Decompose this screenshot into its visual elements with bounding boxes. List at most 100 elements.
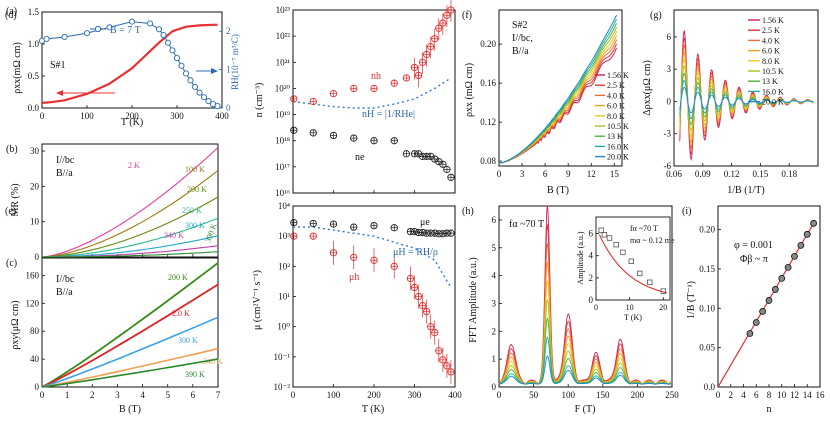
y-tick-label: 1.5 <box>28 7 40 17</box>
rho-xy-curve-label: 2.0 K <box>172 309 190 318</box>
y-axis-label: ρxx (mΩ cm) <box>464 63 475 117</box>
panel-f-note2: I//bc, <box>512 33 533 44</box>
legend-label: 8.0 K <box>607 112 625 121</box>
x-axis-label: n <box>767 404 772 415</box>
y-axis-label: n (cm⁻³) <box>254 83 265 118</box>
legend-label: 2.5 K <box>762 26 780 35</box>
landau-marker <box>810 219 818 227</box>
y-tick-label: 0.0 <box>704 382 716 392</box>
rho-xy-curve-label: 200 K <box>168 273 188 282</box>
y-tick-label: 0.0 <box>28 103 40 113</box>
y-tick-label: 160 <box>26 270 40 280</box>
landau-marker <box>765 297 773 304</box>
x-axis-label: T (K) <box>121 117 143 128</box>
rh-marker <box>83 30 91 37</box>
inset-marker <box>637 270 643 277</box>
y-tick-label: 5 <box>492 243 497 253</box>
x-axis-label: B (T) <box>547 185 569 196</box>
y-tick-label: 1.0 <box>28 39 40 49</box>
x-tick-label: 150 <box>596 390 610 400</box>
legend-label: 1.56 K <box>607 71 629 80</box>
inset-marker <box>647 279 653 285</box>
y-tick-label: 10⁰ <box>277 322 290 332</box>
x-tick-label: 0 <box>497 390 502 400</box>
y-tick-label: 10²⁰ <box>275 83 291 93</box>
legend-label: 1.56 K <box>762 16 784 25</box>
y-tick-label: 6 <box>667 32 672 42</box>
mr-curve-2 <box>41 196 219 258</box>
panel-f-frame <box>498 9 623 167</box>
x-tick-label: 3 <box>115 390 120 400</box>
fft-curve-7 <box>498 335 673 385</box>
x-tick-label: 200 <box>367 390 381 400</box>
nh-label: nh <box>371 71 381 82</box>
y-axis-label: Δρxx(μΩ cm) <box>642 60 653 116</box>
y-tick-label: 6 <box>492 215 497 225</box>
x-tick-label: 0 <box>291 390 296 400</box>
y-tick-label: 120 <box>26 298 40 308</box>
y-tick-label: 10 <box>30 217 40 227</box>
landau-marker <box>803 230 811 238</box>
x-axis-label: 1/B (1/T) <box>727 185 765 196</box>
y-tick-label: 80 <box>30 326 40 336</box>
rh-marker <box>187 77 194 84</box>
mr-curve-label: 390 K <box>203 222 218 244</box>
rho-xy-curve-label: 390 K <box>185 370 205 379</box>
panel-b-label: (b) <box>6 144 18 155</box>
y-tick-label: 10¹⁹ <box>275 110 290 120</box>
panel-b-note1: I//bc <box>56 155 75 166</box>
rh-marker <box>182 70 190 77</box>
panel-c-note2: B//a <box>56 287 73 298</box>
x-tick-label: 2 <box>90 390 95 400</box>
rh-marker <box>178 62 185 69</box>
rh-marker <box>106 24 113 31</box>
mr-curve-label: 250 K <box>182 206 202 215</box>
x-tick-label: 400 <box>448 390 462 400</box>
panel-f-note1: S#2 <box>512 20 528 31</box>
y-tick-label: 2 <box>492 326 497 336</box>
y-axis-label: 1/B (T⁻¹) <box>686 281 697 319</box>
rho-xy-curve-3 <box>41 347 219 388</box>
y-tick-label: 0.15 <box>699 264 715 274</box>
inset-x-tick-label: 0 <box>594 303 598 312</box>
mr-curve-3 <box>41 217 219 258</box>
landau-marker <box>778 274 786 282</box>
x-tick-label: 0.09 <box>695 169 711 179</box>
y-tick-label: 3 <box>492 298 497 308</box>
legend-label: 4.0 K <box>762 36 780 45</box>
x-tick-label: 9 <box>566 169 571 179</box>
rh-marker <box>160 31 167 39</box>
fit-line <box>717 222 815 388</box>
mr-curve-6 <box>42 251 219 258</box>
inset-marker <box>660 288 666 294</box>
x-tick-label: 50 <box>529 390 539 400</box>
panel-e-label: (e) <box>5 206 16 217</box>
x-tick-label: 1 <box>65 390 70 400</box>
rho-xy-curve-0 <box>41 262 219 388</box>
y-tick-label: 3 <box>667 64 672 74</box>
fft-curve-6 <box>498 316 673 385</box>
x-tick-label: 12 <box>587 169 596 179</box>
y-tick-label: 10¹⁸ <box>275 136 290 146</box>
sample-label: S#1 <box>50 60 66 71</box>
y-tick-label: 0 <box>589 295 594 305</box>
legend-label: B = 7 T <box>110 25 141 36</box>
fft-curve-5 <box>498 299 673 385</box>
x-tick-label: 14 <box>803 390 813 400</box>
x-tick-label: 300 <box>170 111 184 121</box>
rh-marker <box>155 26 163 33</box>
panel-h-label: (h) <box>462 206 474 217</box>
y-tick-label: 40 <box>30 354 40 364</box>
panel-b-frame <box>41 143 219 258</box>
rh-marker <box>205 98 212 105</box>
x-tick-label: 8 <box>767 390 772 400</box>
x-tick-label: 0.12 <box>724 169 740 179</box>
panel-c-note1: I//bc <box>56 274 75 285</box>
legend-label: 16.0 K <box>607 142 629 151</box>
panel-f-note3: B//a <box>512 46 529 57</box>
inset-x-tick-label: 10 <box>626 303 634 312</box>
legend-label: 10.5 K <box>607 122 629 131</box>
y-tick-label: 0.10 <box>699 303 715 313</box>
y-tick-label: -6 <box>664 161 672 171</box>
